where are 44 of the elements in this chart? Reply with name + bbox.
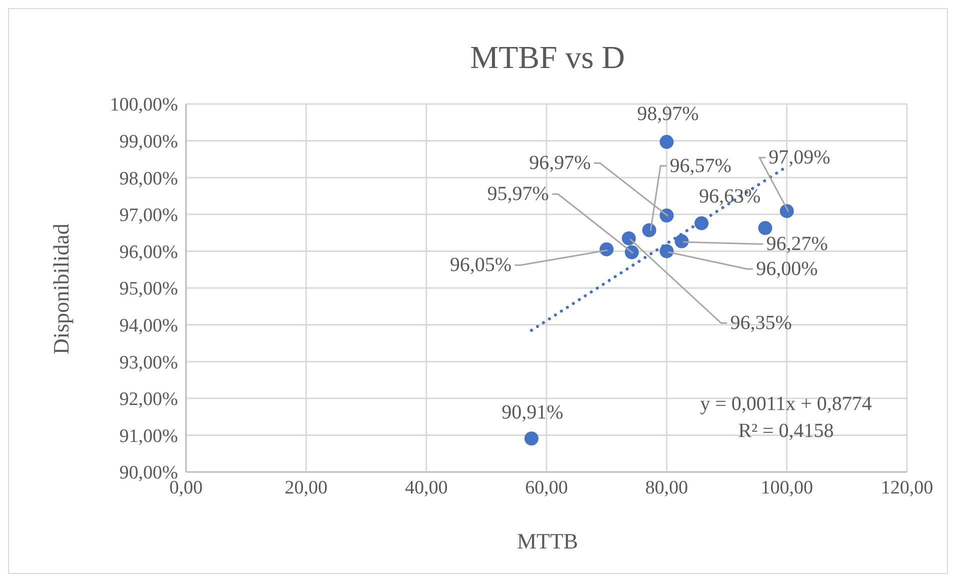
annotation: y = 0,0011x + 0,8774 bbox=[700, 393, 872, 415]
point bbox=[780, 204, 794, 218]
data-label: 98,97% bbox=[637, 103, 699, 126]
point bbox=[524, 432, 538, 446]
point bbox=[660, 244, 674, 258]
x-axis-title: MTTB bbox=[516, 528, 578, 554]
point bbox=[622, 231, 636, 246]
y-tick-label: 95,00% bbox=[119, 278, 178, 300]
y-tick-label: 93,00% bbox=[119, 352, 178, 374]
x-tick-label: 60,00 bbox=[525, 477, 568, 498]
y-tick-label: 100,00% bbox=[110, 94, 178, 116]
annotation: R² = 0,4158 bbox=[738, 420, 834, 442]
point bbox=[624, 245, 639, 260]
y-tick-label: 92,00% bbox=[119, 389, 178, 410]
data-label: 90,91% bbox=[502, 401, 564, 424]
y-tick-label: 96,00% bbox=[119, 242, 178, 263]
y-axis-title: Disponibilidad bbox=[48, 224, 74, 354]
y-tick-label: 94,00% bbox=[119, 316, 178, 337]
data-label: 96,63% bbox=[698, 186, 761, 208]
point bbox=[758, 221, 772, 236]
data-label: 96,05% bbox=[450, 254, 512, 276]
data-label: 96,00% bbox=[756, 258, 818, 280]
x-tick-label: 20,00 bbox=[284, 477, 328, 498]
x-tick-label: 40,00 bbox=[404, 477, 448, 498]
data-label: 96,35% bbox=[730, 312, 792, 334]
point bbox=[660, 134, 674, 149]
point bbox=[600, 242, 614, 256]
data-label: 96,27% bbox=[766, 233, 828, 256]
y-tick-label: 98,00% bbox=[119, 168, 178, 190]
data-label: 96,97% bbox=[529, 152, 591, 174]
point bbox=[642, 223, 656, 238]
y-tick-label: 99,00% bbox=[119, 132, 178, 153]
data-label: 96,57% bbox=[670, 154, 732, 177]
chart-title: MTBF vs D bbox=[470, 39, 625, 75]
y-tick-label: 97,00% bbox=[119, 205, 178, 226]
data-label: 95,97% bbox=[487, 183, 549, 206]
x-tick-label: 80,00 bbox=[645, 477, 688, 498]
y-tick-label: 91,00% bbox=[119, 426, 178, 447]
point bbox=[674, 234, 689, 248]
x-tick-label: 120,00 bbox=[880, 477, 934, 498]
point bbox=[694, 216, 709, 230]
data-label: 97,09% bbox=[768, 146, 830, 169]
point bbox=[660, 208, 674, 223]
x-tick-label: 100,00 bbox=[760, 477, 813, 498]
